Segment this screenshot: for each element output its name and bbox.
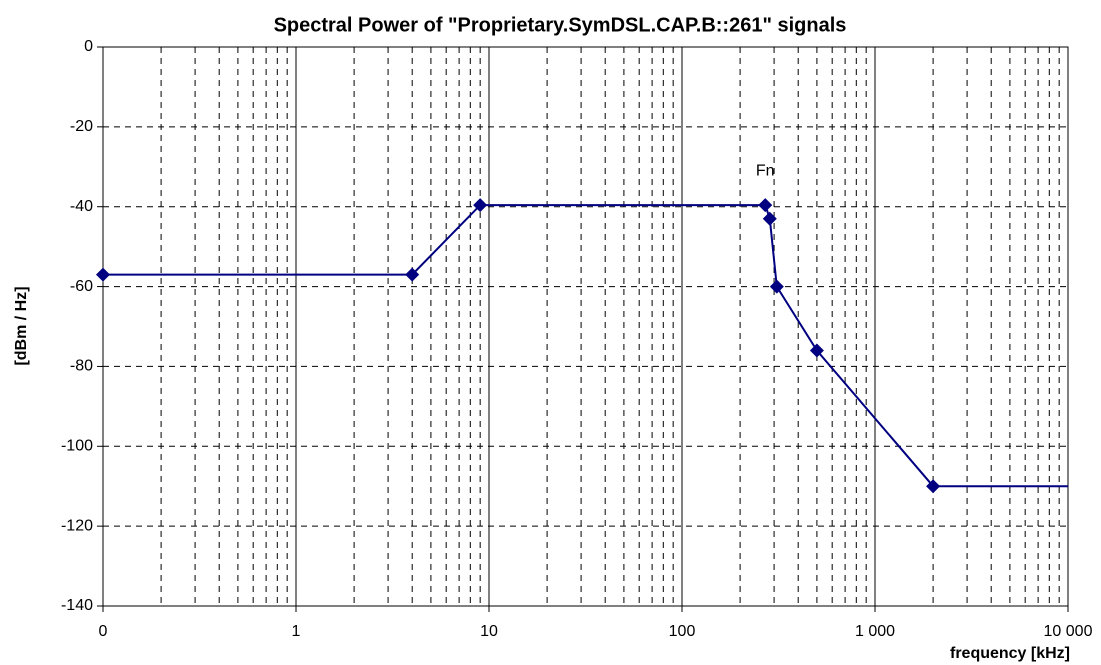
series-line (103, 204, 1068, 488)
plot-frame (102, 46, 1069, 607)
chart-title: Spectral Power of "Proprietary.SymDSL.CA… (274, 14, 847, 36)
y-tick-label: -120 (61, 517, 93, 534)
y-tick-label: -140 (61, 597, 93, 614)
x-tick-label: 100 (669, 623, 696, 640)
y-tick-label: -20 (70, 118, 93, 135)
x-tick-label: 10 (480, 623, 498, 640)
y-tick-label: -80 (70, 358, 93, 375)
marker (96, 267, 110, 282)
x-tick-label: 1 000 (855, 623, 895, 640)
marker (405, 267, 420, 282)
y-axis-label: [dBm / Hz] (13, 286, 30, 365)
y-tick-label: 0 (84, 38, 93, 55)
annotation: Fn (756, 162, 775, 179)
x-axis-label: frequency [kHz] (950, 645, 1070, 662)
marker (762, 211, 777, 226)
x-tick-label: 0 (99, 623, 108, 640)
y-tick-label: -40 (70, 198, 93, 215)
marker (926, 479, 941, 494)
marker (769, 279, 784, 294)
x-tick-label: 1 (292, 623, 301, 640)
marker (758, 198, 773, 213)
marker (473, 198, 488, 213)
y-tick-label: -60 (70, 278, 93, 295)
marker (809, 343, 824, 358)
x-tick-label: 10 000 (1044, 623, 1093, 640)
y-tick-label: -100 (61, 438, 93, 455)
